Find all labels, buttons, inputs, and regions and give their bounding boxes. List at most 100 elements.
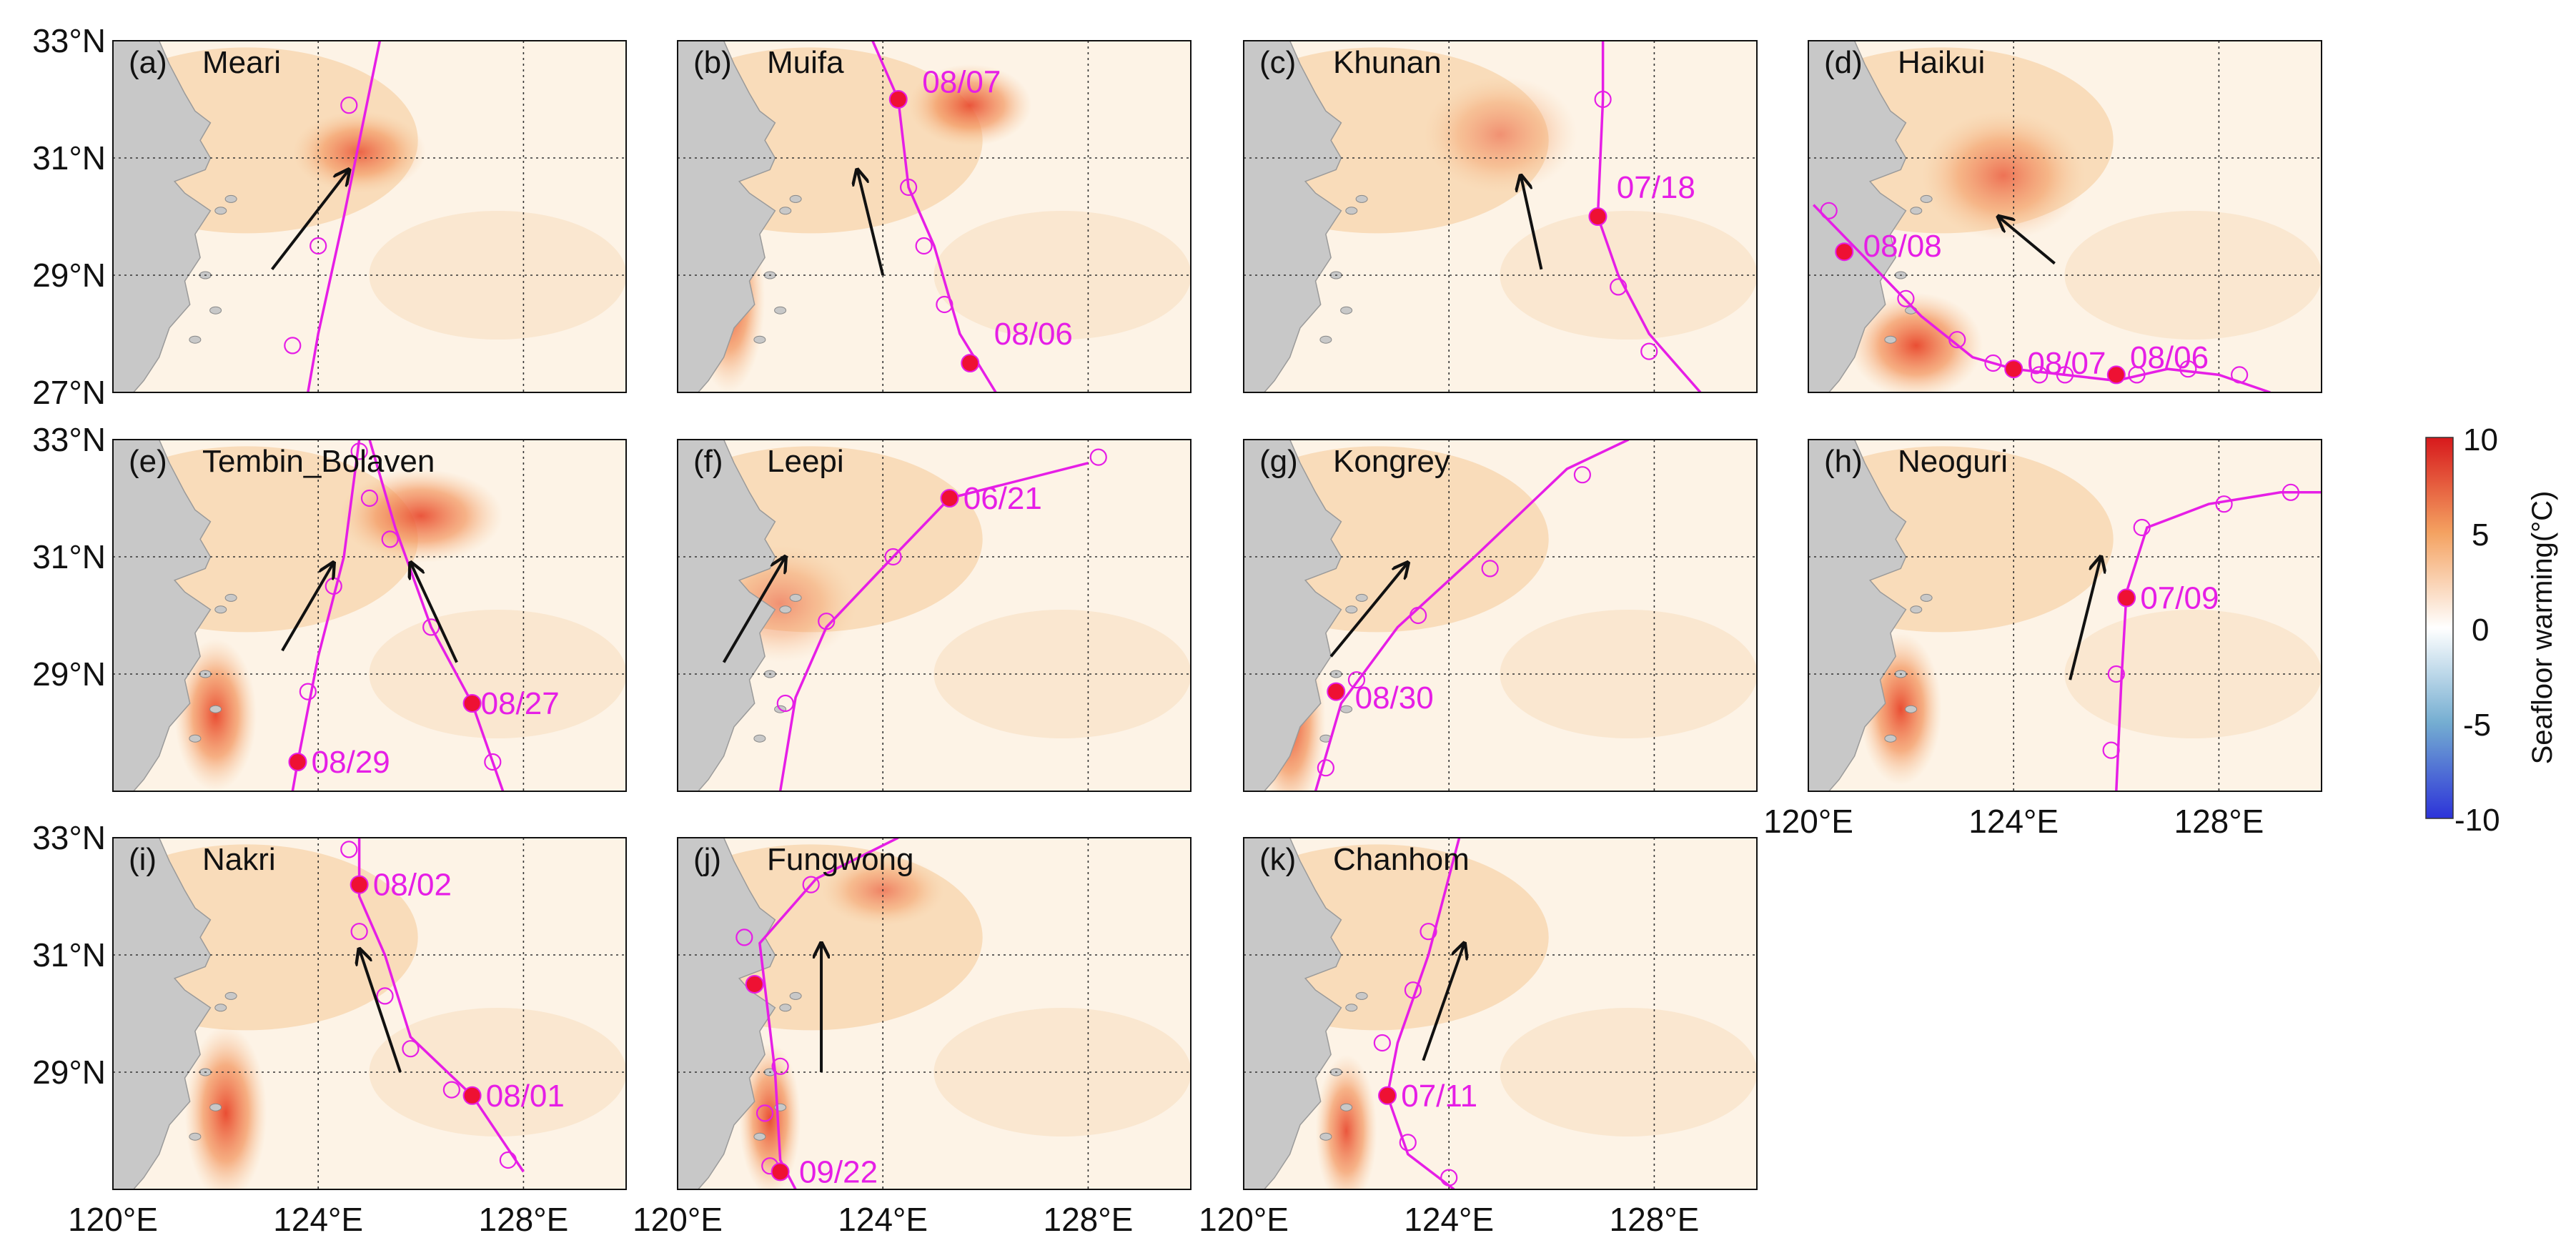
track-position-circle <box>499 1151 517 1169</box>
panel-nakri: 08/02 08/01 (i) Nakri <box>112 837 627 1190</box>
island <box>1910 605 1923 614</box>
panel-letter: (c) <box>1259 45 1296 80</box>
typhoon-track <box>291 440 361 791</box>
colorbar-tick-neg10: -10 <box>2454 803 2500 838</box>
panel-letter: (k) <box>1259 842 1296 877</box>
track-position-circle <box>802 876 820 893</box>
track-position-circle <box>1640 342 1658 360</box>
date-label: 08/06 <box>2130 340 2209 375</box>
island <box>189 335 202 344</box>
coastline-land <box>113 838 212 1189</box>
panel-frame <box>112 837 627 1190</box>
lon-tick-label: 124°E <box>273 1201 363 1238</box>
island <box>1340 1103 1353 1111</box>
lat-tick-label: 31°N <box>32 139 106 177</box>
track-position-circle <box>340 841 358 858</box>
track-position-circle <box>2128 366 2146 384</box>
colorbar-tick-5: 5 <box>2472 517 2489 553</box>
track-date-dot <box>2117 588 2136 608</box>
track-position-circle <box>350 442 368 460</box>
current-arrow <box>857 169 885 276</box>
lon-tick-label: 120°E <box>633 1201 723 1238</box>
track-position-circle <box>2282 483 2300 501</box>
panel-map-area <box>113 41 626 392</box>
colorbar-bar <box>2425 437 2454 819</box>
island <box>214 1004 227 1012</box>
track-position-circle <box>1317 759 1334 777</box>
island <box>209 705 222 713</box>
track-date-dot <box>745 975 764 994</box>
coastline-land <box>113 41 212 392</box>
warming-hotspot <box>174 638 257 791</box>
island <box>209 306 222 315</box>
track-date-dot <box>350 875 369 894</box>
track-date-dot <box>2106 365 2126 385</box>
island <box>753 1132 766 1141</box>
panel-frame <box>1808 439 2322 792</box>
track-position-circle <box>309 237 327 255</box>
track-position-circle <box>818 613 836 630</box>
panel-letter: (f) <box>693 444 723 479</box>
warming-hotspot <box>292 111 426 194</box>
date-label: 08/27 <box>481 686 560 721</box>
date-label: 06/21 <box>963 481 1042 516</box>
panel-title: Fungwong <box>767 842 913 877</box>
panel-map-area: 08/02 08/01 <box>113 838 626 1189</box>
typhoon-track-2 <box>368 440 505 791</box>
island <box>1920 194 1933 203</box>
island <box>209 1103 222 1111</box>
lon-tick-label: 124°E <box>838 1201 928 1238</box>
track-position-circle <box>915 237 933 255</box>
date-label: 09/22 <box>799 1154 878 1189</box>
island <box>224 593 237 602</box>
typhoon-track <box>871 41 997 392</box>
warming-shelf <box>1244 844 1549 1031</box>
island <box>189 734 202 743</box>
date-label: 08/07 <box>2027 346 2106 381</box>
island <box>774 306 787 315</box>
panel-map-area: 07/09 <box>1808 440 2322 791</box>
panel-frame <box>1808 40 2322 393</box>
panel-letter: (i) <box>129 842 157 877</box>
current-arrow <box>722 557 786 663</box>
current-arrow <box>281 563 334 652</box>
panel-letter: (g) <box>1259 444 1298 479</box>
island <box>1345 1004 1358 1012</box>
coastline-land <box>1244 440 1342 791</box>
date-label: 07/09 <box>2140 580 2219 615</box>
island <box>1910 207 1923 215</box>
panel-frame <box>677 40 1192 393</box>
lat-tick-label: 27°N <box>32 374 106 411</box>
track-position-circle <box>284 337 302 355</box>
lon-tick-label: 128°E <box>1043 1201 1133 1238</box>
lon-tick-label: 124°E <box>1404 1201 1494 1238</box>
track-date-dot <box>940 489 959 507</box>
warming-hotspot <box>739 1043 801 1189</box>
panel-letter: (e) <box>129 444 167 479</box>
track-position-circle <box>1404 981 1422 999</box>
panel-map-area: 08/30 <box>1244 440 1757 791</box>
date-label: 08/01 <box>486 1079 565 1114</box>
track-date-dot <box>1588 207 1607 226</box>
colorbar-tick-10: 10 <box>2463 422 2498 457</box>
panel-title: Tembin_Bolaven <box>202 444 435 479</box>
current-arrow <box>270 169 350 271</box>
island <box>779 207 792 215</box>
island <box>789 593 802 602</box>
track-position-circle <box>735 928 753 946</box>
date-label: 07/18 <box>1617 170 1695 205</box>
track-position-circle <box>1984 354 2002 372</box>
lon-tick-label: 128°E <box>2174 803 2264 840</box>
island <box>789 194 802 203</box>
panel-frame <box>677 837 1192 1190</box>
track-date-dot <box>1835 242 1854 262</box>
lon-tick-label: 120°E <box>68 1201 158 1238</box>
track-date-dot <box>288 753 307 771</box>
track-position-circle <box>1573 466 1591 484</box>
lat-tick-label: 29°N <box>32 655 106 693</box>
warming-shelf <box>1808 446 2114 633</box>
lon-tick-label: 120°E <box>1199 1201 1289 1238</box>
panel-frame <box>1243 439 1758 792</box>
track-position-circle <box>484 753 502 771</box>
panel-meari: (a) Meari <box>112 40 627 393</box>
